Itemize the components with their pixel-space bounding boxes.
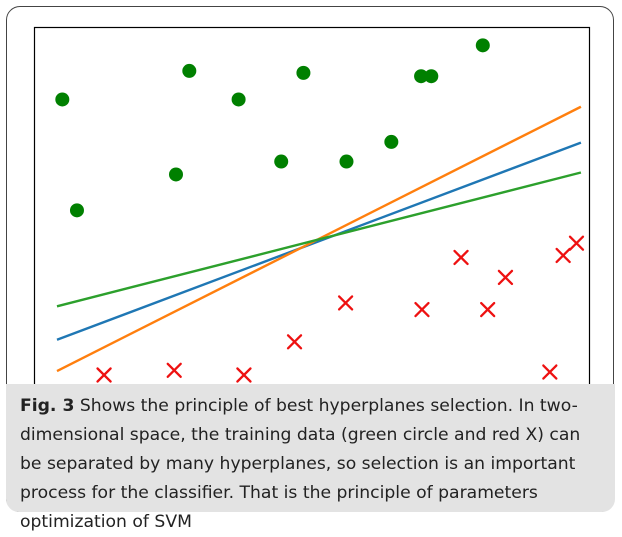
figure-caption: Fig. 3 Shows the principle of best hyper… bbox=[20, 392, 603, 537]
red-x-point-1 bbox=[96, 367, 112, 383]
figure-label: Fig. 3 bbox=[20, 396, 75, 416]
green-circle-point-10 bbox=[414, 69, 429, 84]
red-x-point-2 bbox=[166, 362, 182, 379]
green-circle-point-1 bbox=[55, 92, 70, 107]
hyperplane-line-1 bbox=[56, 141, 582, 341]
green-circle-point-2 bbox=[69, 203, 84, 218]
red-x-point-12 bbox=[568, 235, 585, 251]
red-x-point-8 bbox=[480, 301, 496, 318]
chart-area bbox=[33, 26, 591, 392]
green-circle-point-12 bbox=[475, 38, 490, 53]
green-circle-point-5 bbox=[231, 92, 246, 107]
green-circle-point-11 bbox=[424, 69, 439, 84]
caption-text: Shows the principle of best hyperplanes … bbox=[20, 396, 581, 532]
caption-box: Fig. 3 Shows the principle of best hyper… bbox=[6, 384, 615, 532]
red-x-point-6 bbox=[414, 301, 430, 318]
red-x-point-4 bbox=[286, 334, 303, 350]
red-x-point-5 bbox=[337, 295, 354, 311]
red-x-point-9 bbox=[497, 269, 514, 286]
red-x-point-3 bbox=[236, 367, 252, 383]
red-x-point-11 bbox=[555, 247, 571, 264]
hyperplane-line-3 bbox=[56, 171, 582, 308]
scatter-chart bbox=[33, 26, 591, 392]
green-circle-point-7 bbox=[296, 65, 311, 80]
red-x-point-10 bbox=[542, 364, 558, 380]
green-circle-point-8 bbox=[339, 154, 354, 169]
plot-frame bbox=[33, 26, 591, 392]
green-circle-point-6 bbox=[274, 154, 289, 169]
green-circle-point-4 bbox=[182, 63, 197, 78]
data-points bbox=[55, 38, 585, 383]
red-x-point-7 bbox=[453, 249, 469, 266]
green-circle-point-9 bbox=[384, 134, 399, 149]
green-circle-point-3 bbox=[168, 167, 183, 182]
hyperplane-lines bbox=[56, 105, 582, 373]
